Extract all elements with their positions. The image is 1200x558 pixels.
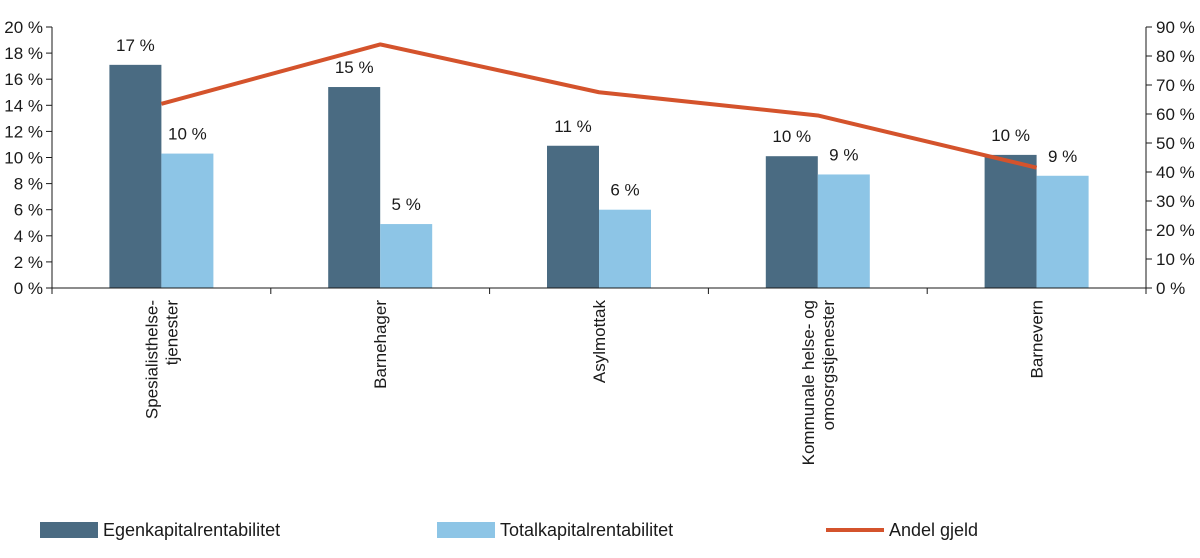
left-tick-label: 16 %	[4, 70, 43, 89]
bar-egenkapital	[547, 145, 599, 288]
category-label-line: Kommunale helse- og	[799, 300, 818, 465]
bar-totalkapital	[161, 153, 214, 288]
right-tick-label: 0 %	[1156, 279, 1185, 298]
right-tick-label: 30 %	[1156, 192, 1195, 211]
bar-value-label: 6 %	[610, 181, 639, 200]
left-tick-label: 10 %	[4, 149, 43, 168]
category-label: Asylmottak	[590, 300, 609, 384]
legend-label: Totalkapitalrentabilitet	[500, 520, 673, 540]
left-tick-label: 18 %	[4, 44, 43, 63]
bar-value-label: 9 %	[829, 145, 858, 164]
left-tick-label: 8 %	[14, 175, 43, 194]
left-tick-label: 20 %	[4, 18, 43, 37]
left-tick-label: 4 %	[14, 227, 43, 246]
bar-value-label: 10 %	[991, 126, 1030, 145]
right-tick-label: 20 %	[1156, 221, 1195, 240]
bar-totalkapital	[817, 174, 870, 288]
andel-gjeld-line	[160, 42, 1038, 170]
bars	[109, 64, 1089, 288]
right-tick-label: 70 %	[1156, 76, 1195, 95]
category-label: Kommunale helse- og omosrgstjenester	[799, 300, 838, 466]
legend: Egenkapitalrentabilitet Totalkapitalrenta…	[40, 520, 978, 540]
bar-value-label: 11 %	[554, 117, 592, 136]
right-tick-label: 10 %	[1156, 250, 1195, 269]
bar-egenkapital	[109, 64, 162, 288]
left-tick-label: 0 %	[14, 279, 43, 298]
right-tick-label: 80 %	[1156, 47, 1195, 66]
category-label-line: omosrgstjenester	[819, 300, 838, 431]
bar-value-label: 15 %	[335, 58, 374, 77]
category-label-line: tjenester	[162, 300, 181, 366]
right-axis: 0 % 10 % 20 % 30 % 40 % 50 % 60 % 70 % 80 % 90 %	[1145, 18, 1195, 298]
left-tick-label: 6 %	[14, 201, 43, 220]
category-label-line: Spesialisthelse-	[142, 300, 161, 419]
data-labels: 17 % 15 % 11 % 10 % 10 % 10 % 5 % 6 % 9 % 9 %	[116, 36, 1077, 214]
left-axis: 0 % 2 % 4 % 6 % 8 % 10 % 12 % 14 % 16 % 18 % 20 %	[4, 18, 53, 298]
category-label: Barnehager	[371, 300, 390, 389]
bar-egenkapital	[328, 87, 381, 288]
right-tick-label: 60 %	[1156, 105, 1195, 124]
right-tick-label: 90 %	[1156, 18, 1195, 37]
bar-value-label: 17 %	[116, 36, 155, 55]
bar-value-label: 5 %	[392, 195, 421, 214]
legend-swatch	[437, 522, 495, 538]
category-labels: Spesialisthelse-tjenester Barnehager Asylm…	[51, 287, 1147, 466]
category-label: Spesialisthelse-tjenester	[142, 300, 181, 419]
left-tick-label: 12 %	[4, 122, 43, 141]
legend-swatch	[40, 522, 98, 538]
legend-label: Egenkapitalrentabilitet	[103, 520, 280, 540]
right-tick-label: 50 %	[1156, 134, 1195, 153]
debt-share-line	[160, 42, 1038, 170]
bar-value-label: 10 %	[168, 125, 207, 144]
bar-value-label: 9 %	[1048, 147, 1077, 166]
bar-totalkapital	[599, 209, 651, 288]
bar-egenkapital	[765, 156, 818, 288]
bar-value-label: 10 %	[772, 127, 811, 146]
left-tick-label: 2 %	[14, 253, 43, 272]
category-label: Barnevern	[1028, 300, 1047, 378]
category-label-line: Barnevern	[1028, 300, 1047, 378]
bar-totalkapital	[1036, 175, 1089, 288]
bar-egenkapital	[984, 154, 1037, 288]
category-label-line: Barnehager	[371, 300, 390, 389]
legend-label: Andel gjeld	[889, 520, 978, 540]
category-label-line: Asylmottak	[590, 300, 609, 384]
left-tick-label: 14 %	[4, 96, 43, 115]
bar-totalkapital	[380, 224, 433, 288]
right-tick-label: 40 %	[1156, 163, 1195, 182]
